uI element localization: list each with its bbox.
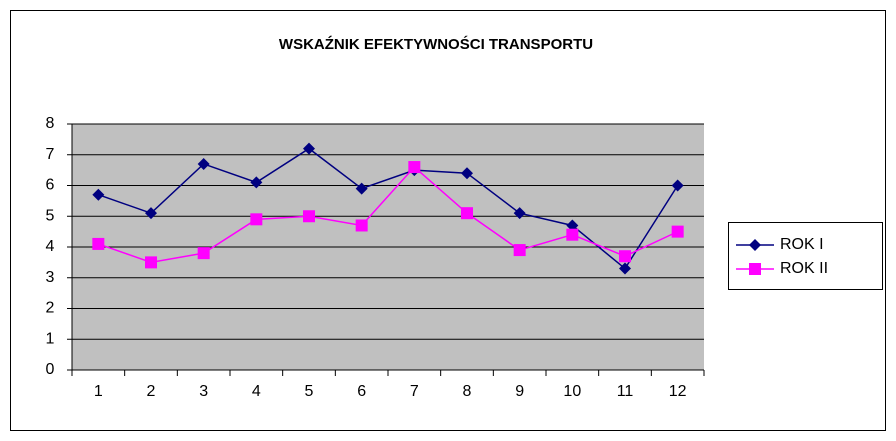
marker (461, 167, 473, 180)
marker (355, 182, 368, 195)
y-tick-label: 1 (46, 330, 55, 347)
x-tick-label: 6 (357, 383, 366, 400)
marker (303, 142, 315, 155)
chart-title: WSKAŹNIK EFEKTYWNOŚCI TRANSPORTU (279, 35, 593, 53)
legend-label: ROK I (780, 236, 824, 253)
legend-marker (749, 263, 761, 275)
marker (250, 213, 263, 226)
marker (197, 247, 210, 260)
x-tick-label: 4 (252, 383, 261, 400)
y-tick-label: 4 (46, 238, 55, 255)
marker (355, 219, 368, 232)
y-tick-label: 2 (46, 300, 55, 317)
marker (92, 188, 105, 201)
marker (197, 157, 210, 170)
x-tick-label: 10 (563, 383, 581, 400)
y-tick-label: 3 (46, 269, 55, 286)
x-tick-label: 3 (199, 383, 208, 400)
marker (619, 262, 631, 275)
marker (566, 228, 579, 241)
marker (303, 210, 315, 223)
x-tick-label: 1 (94, 383, 103, 400)
marker (408, 161, 421, 174)
legend-box (728, 222, 883, 290)
marker (619, 250, 631, 263)
x-tick-label: 11 (617, 383, 634, 400)
y-tick-label: 8 (46, 115, 55, 132)
legend-label: ROK II (780, 260, 828, 277)
y-tick-label: 0 (46, 361, 55, 378)
x-tick-label: 12 (669, 383, 687, 400)
series-line (98, 147, 679, 270)
marker (566, 219, 579, 232)
marker (145, 256, 157, 269)
y-tick-label: 6 (46, 177, 55, 194)
marker (513, 244, 526, 257)
x-tick-label: 9 (515, 383, 524, 400)
marker (92, 237, 105, 250)
series-line (98, 165, 678, 264)
x-tick-label: 5 (305, 383, 314, 400)
marker (671, 179, 684, 192)
marker (250, 176, 263, 189)
marker (145, 207, 157, 220)
marker (671, 225, 684, 238)
legend-marker (749, 239, 761, 251)
x-tick-label: 2 (147, 383, 156, 400)
marker (513, 207, 526, 220)
marker (461, 207, 473, 220)
y-tick-label: 7 (46, 146, 55, 163)
x-tick-label: 7 (410, 383, 419, 400)
x-tick-label: 8 (463, 383, 472, 400)
y-tick-label: 5 (46, 207, 55, 224)
